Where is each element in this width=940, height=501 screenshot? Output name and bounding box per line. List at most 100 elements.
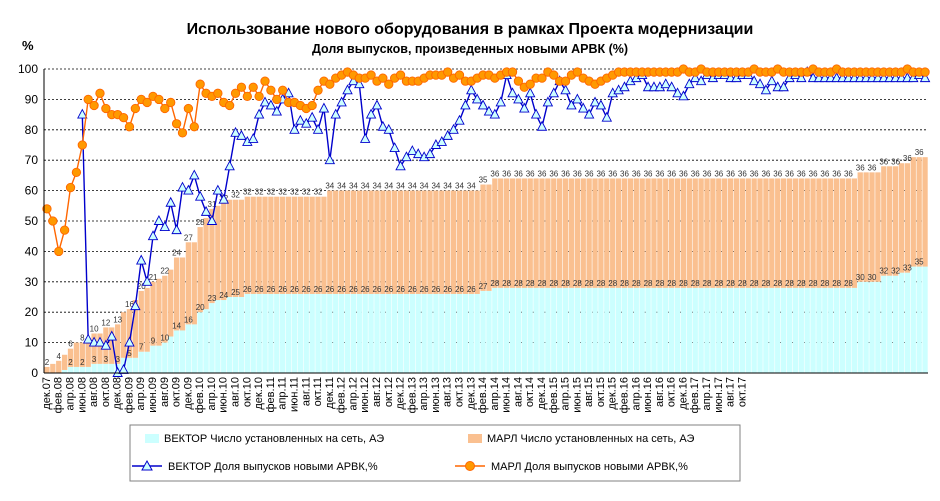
x-tick-label: фев.15 <box>548 377 560 413</box>
series-marl-point <box>166 97 176 108</box>
bar-marl <box>610 178 616 288</box>
x-tick-label: июн.16 <box>642 377 654 413</box>
series-vektor-point <box>389 142 400 152</box>
bar-marl <box>250 196 256 294</box>
bar-marl <box>427 190 433 294</box>
bar-marl <box>386 190 392 294</box>
y-tick-label: 0 <box>31 366 38 380</box>
x-tick-label: дек.11 <box>324 377 336 409</box>
series-marl-point <box>54 246 64 257</box>
series-vektor-point <box>560 84 571 95</box>
bar-label-marl: 36 <box>608 169 617 178</box>
series-marl-point <box>160 103 170 114</box>
series-vektor-point <box>672 87 683 98</box>
bar-marl <box>651 178 657 288</box>
series-vektor-point <box>595 99 607 110</box>
x-tick-label: окт.15 <box>595 377 607 407</box>
bar-vektor <box>480 290 486 373</box>
bar-marl <box>845 178 852 288</box>
series-marl-point <box>59 225 70 235</box>
series-vektor-point <box>383 123 395 134</box>
series-vektor-point <box>507 87 518 98</box>
bar-label-marl: 36 <box>596 169 605 178</box>
bar-marl <box>439 190 445 294</box>
series-marl-point <box>507 67 518 77</box>
bar-vektor <box>474 293 480 373</box>
bar-label-marl: 36 <box>761 169 770 178</box>
series-marl-point <box>195 79 205 89</box>
bar-vektor <box>663 287 669 373</box>
bar-vektor <box>545 287 551 373</box>
bar-vektor <box>668 287 675 373</box>
bar-marl <box>474 190 480 294</box>
bar-marl <box>834 178 840 288</box>
bar-label-vektor: 28 <box>632 279 641 288</box>
series-vektor-point <box>678 90 689 101</box>
bar-marl <box>126 309 133 358</box>
bar-marl <box>262 196 268 294</box>
bar-label-marl: 36 <box>514 169 523 178</box>
bar-marl <box>268 196 274 294</box>
bar-marl <box>456 190 463 294</box>
series-vektor-point <box>684 78 695 89</box>
bar-marl <box>763 178 769 288</box>
bar-marl <box>727 178 734 288</box>
x-tick-label: авг.14 <box>512 377 524 407</box>
series-vektor-point <box>583 108 595 119</box>
series-vektor-point <box>236 129 247 140</box>
bar-marl <box>775 178 781 288</box>
bar-vektor <box>798 287 804 373</box>
series-vektor-point <box>513 93 524 104</box>
bar-vektor <box>421 293 427 373</box>
bar-vektor <box>109 363 115 373</box>
series-marl-point <box>454 70 465 80</box>
bar-marl <box>79 342 85 367</box>
x-tick-label: авг.10 <box>230 377 242 407</box>
x-tick-label: окт.09 <box>171 377 183 407</box>
bar-label-vektor: 5 <box>127 349 132 358</box>
x-tick-label: авг.16 <box>654 377 666 407</box>
bar-vektor <box>722 287 728 373</box>
bar-vektor <box>409 293 415 373</box>
bar-vektor <box>197 312 203 373</box>
bar-vektor <box>604 287 610 373</box>
x-tick-label: дек.14 <box>536 377 548 410</box>
legend: ВЕКТОР Число установленных на сеть, АЭ М… <box>129 424 741 482</box>
series-vektor-point <box>336 96 347 107</box>
bar-marl <box>445 190 451 294</box>
bar-label-marl: 36 <box>573 169 582 178</box>
x-tick-label: июн.12 <box>359 377 371 413</box>
bar-label-marl: 36 <box>750 169 759 178</box>
x-tick-label: фев.16 <box>618 377 630 413</box>
legend-label-marl-line: МАРЛ Доля выпусков новыми АРВК,% <box>491 461 688 473</box>
bar-label-vektor: 28 <box>773 279 782 288</box>
bar-marl <box>244 196 250 294</box>
bar-vektor <box>462 293 469 373</box>
series-vektor-point <box>124 336 135 347</box>
series-vektor-point <box>194 190 206 201</box>
bar-vektor <box>380 293 386 373</box>
bar-vektor <box>185 324 192 373</box>
y-tick-label: 70 <box>25 153 39 167</box>
bar-marl <box>350 190 357 294</box>
bar-vektor <box>256 293 262 373</box>
series-vektor-point <box>295 114 306 125</box>
bar-label-vektor: 28 <box>538 279 547 288</box>
bar-label-marl: 36 <box>738 169 747 178</box>
bar-vektor <box>692 287 698 373</box>
bar-label-vektor: 28 <box>549 279 558 288</box>
bar-label-vektor: 28 <box>526 279 535 288</box>
bar-vektor <box>863 281 869 373</box>
y-tick-label: 100 <box>18 62 38 76</box>
series-marl-point <box>236 82 247 92</box>
series-vektor-point <box>354 78 365 89</box>
bar-label-marl: 31 <box>208 200 217 209</box>
bar-marl <box>822 178 828 288</box>
y-axis-label: % <box>22 38 34 53</box>
series-vektor-point <box>589 96 601 107</box>
bar-marl <box>91 333 97 364</box>
bar-label-vektor: 32 <box>879 267 888 276</box>
bar-marl <box>586 178 592 288</box>
series-marl-point <box>154 94 164 105</box>
bar-marl <box>704 178 710 288</box>
